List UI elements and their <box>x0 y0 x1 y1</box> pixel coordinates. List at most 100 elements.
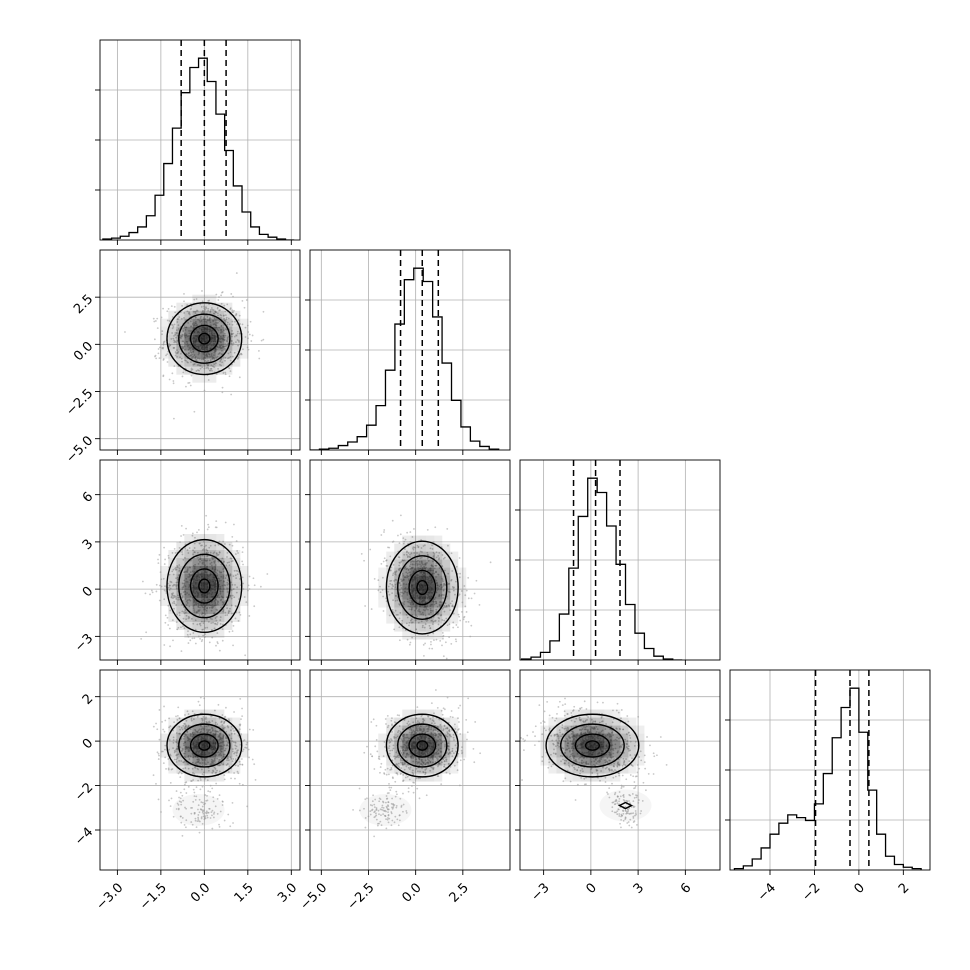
density-block <box>450 591 459 600</box>
scatter-point <box>382 610 385 612</box>
scatter-point <box>173 721 175 724</box>
scatter-point <box>197 369 199 372</box>
scatter-point <box>403 719 406 721</box>
scatter-point <box>183 293 185 295</box>
scatter-point <box>184 556 186 559</box>
density-block <box>184 533 193 542</box>
density-block <box>208 541 217 550</box>
scatter-point <box>169 587 172 590</box>
density-block <box>200 765 209 774</box>
scatter-point <box>169 781 172 784</box>
scatter-point <box>420 565 422 567</box>
scatter-point <box>175 585 178 588</box>
density-block <box>192 581 201 590</box>
scatter-point <box>211 557 214 559</box>
scatter-point <box>217 731 220 733</box>
histogram-panel-0 <box>100 40 300 240</box>
density-block <box>418 631 427 640</box>
scatter-point <box>228 765 231 768</box>
scatter-point <box>206 779 209 782</box>
scatter-point <box>172 568 175 571</box>
scatter-point <box>245 299 248 301</box>
scatter-point <box>433 557 436 560</box>
density-block <box>184 709 193 718</box>
density-block <box>402 599 411 608</box>
scatter-point <box>209 562 212 565</box>
scatter-point <box>172 380 175 382</box>
scatter-point <box>207 761 210 764</box>
scatter-point <box>197 779 200 782</box>
scatter-point <box>364 798 367 801</box>
density-block <box>208 605 217 614</box>
density-block <box>208 565 217 574</box>
scatter-point <box>435 739 438 742</box>
scatter-point <box>183 752 185 755</box>
scatter-point <box>392 747 395 750</box>
scatter-point <box>408 728 411 731</box>
scatter-point <box>216 622 219 624</box>
scatter-point <box>380 824 383 827</box>
scatter-point <box>190 617 193 620</box>
scatter-point <box>369 753 372 756</box>
density-block <box>418 567 427 576</box>
scatter-point <box>205 544 207 547</box>
scatter-point <box>226 323 229 326</box>
scatter-point <box>402 574 405 577</box>
scatter-point <box>424 614 427 617</box>
density-block <box>378 591 387 600</box>
scatter-point <box>440 594 443 597</box>
scatter-point <box>388 593 391 596</box>
scatter-point <box>216 345 219 348</box>
scatter-point <box>423 729 425 732</box>
density-block <box>208 581 217 590</box>
scatter-point <box>232 295 234 298</box>
scatter-point <box>199 560 201 563</box>
scatter-point <box>218 551 221 554</box>
scatter-point <box>189 738 192 741</box>
scatter-point <box>193 609 196 612</box>
scatter-point <box>398 542 401 545</box>
density-block <box>200 749 209 758</box>
scatter-point <box>241 299 244 302</box>
scatter-point <box>180 650 183 653</box>
scatter-point <box>248 575 251 578</box>
scatter-point <box>407 753 410 756</box>
scatter-point <box>445 605 448 608</box>
scatter-point <box>224 359 226 362</box>
scatter-point <box>172 815 175 818</box>
scatter-point <box>200 728 203 731</box>
scatter-point <box>201 801 204 804</box>
scatter-point <box>375 724 378 727</box>
scatter-point <box>180 535 182 537</box>
scatter-point <box>428 624 431 627</box>
density-block <box>168 765 177 774</box>
scatter-point <box>160 585 163 588</box>
scatter-point <box>399 533 402 536</box>
scatter-point <box>437 555 440 557</box>
density-block <box>168 589 177 598</box>
scatter-point <box>194 316 197 319</box>
density-block <box>192 326 201 335</box>
scatter-point <box>218 717 221 720</box>
density-block <box>232 565 241 574</box>
scatter-point <box>422 545 425 547</box>
scatter-point <box>183 324 186 327</box>
scatter-point <box>221 346 223 349</box>
scatter-point <box>158 357 161 360</box>
scatter-point <box>231 630 234 632</box>
contour-level-1 <box>397 555 448 620</box>
scatter-point <box>172 325 175 328</box>
scatter-point <box>406 600 409 603</box>
scatter-point <box>412 560 415 563</box>
scatter-point <box>470 624 473 627</box>
scatter-point <box>398 556 401 559</box>
scatter-point <box>179 541 182 543</box>
scatter-point <box>413 552 416 554</box>
scatter-point <box>433 567 436 570</box>
scatter-point <box>155 590 158 593</box>
scatter-point <box>229 359 232 362</box>
scatter-point <box>453 739 455 741</box>
scatter-point <box>454 728 457 730</box>
scatter-point <box>213 323 216 325</box>
scatter-point <box>176 747 179 750</box>
